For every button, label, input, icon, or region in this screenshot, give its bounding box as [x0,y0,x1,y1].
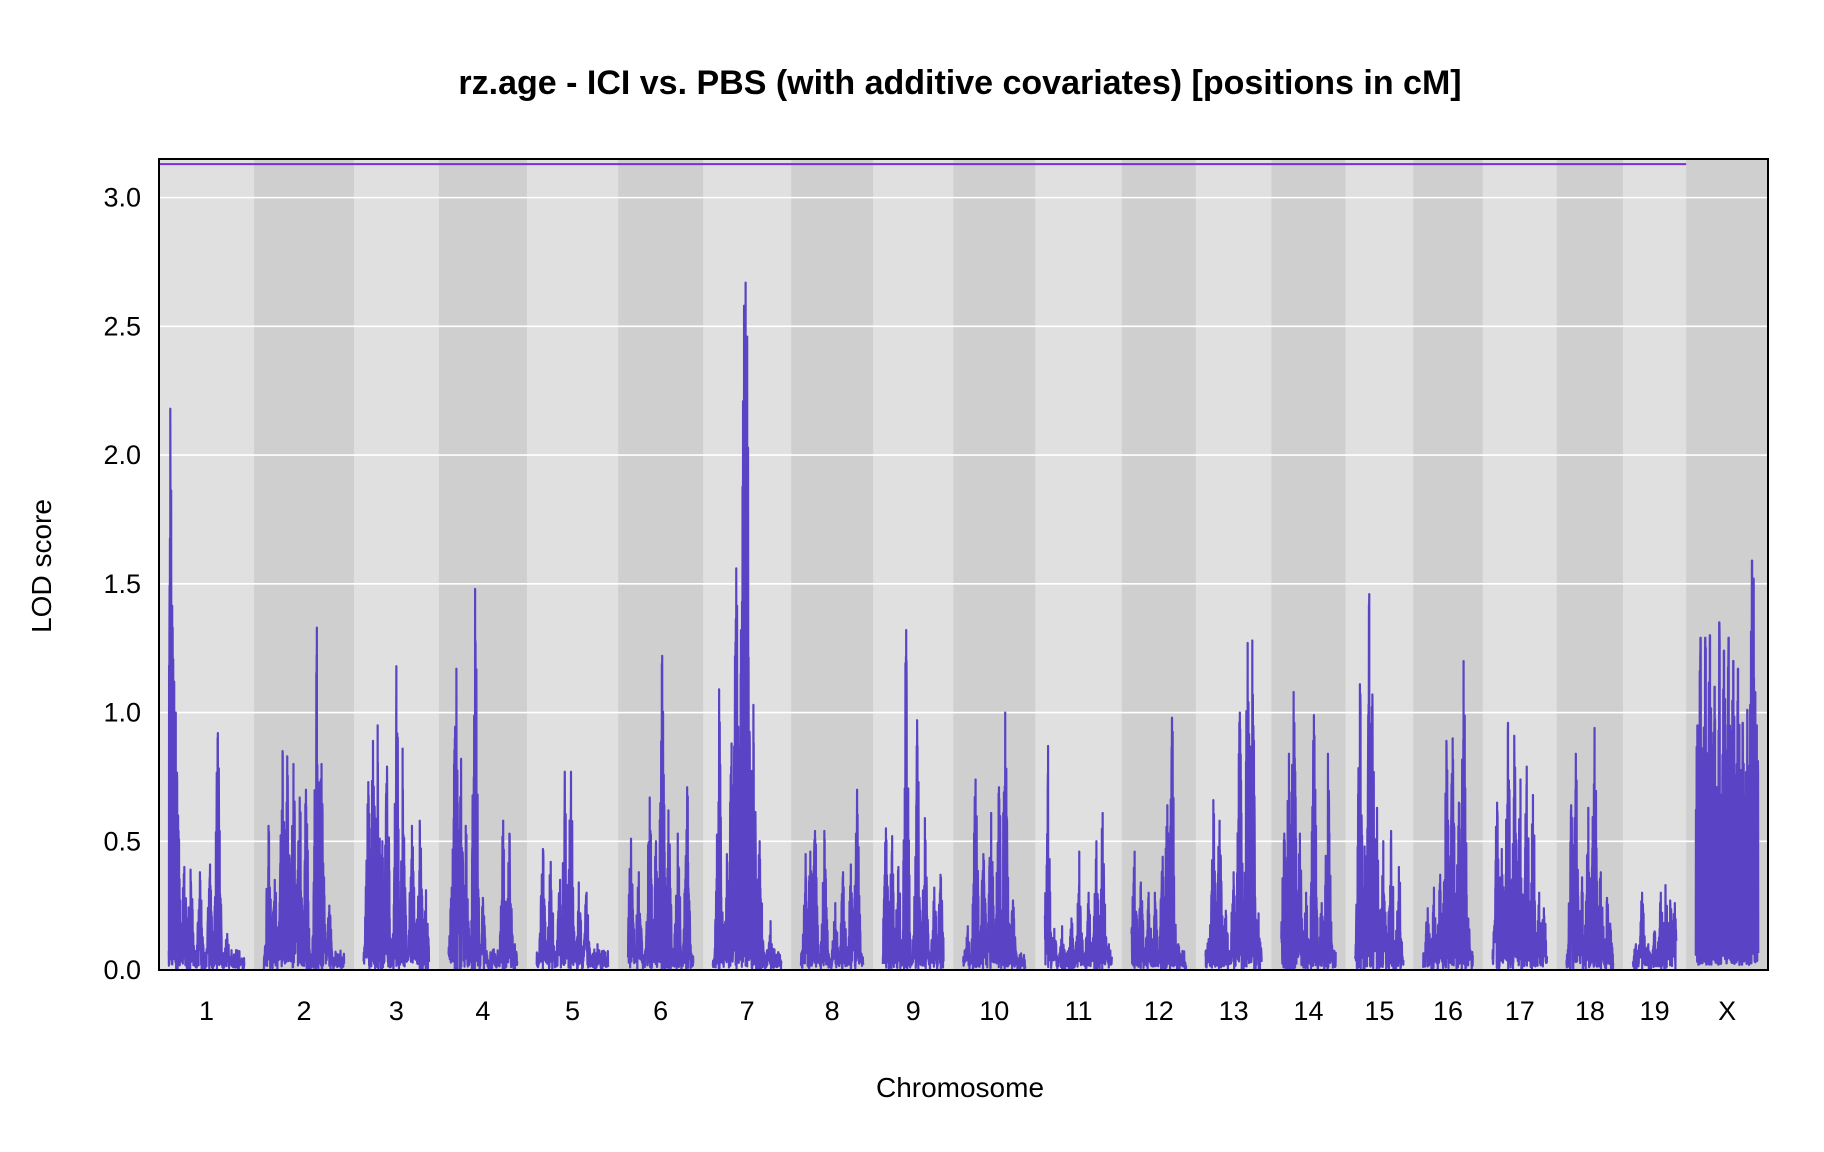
y-tick-label-1.5: 1.5 [103,569,141,599]
lod-line-chr-X [1694,559,1760,967]
lod-line-chr-17 [1491,721,1549,972]
y-tick-label-0.0: 0.0 [103,955,141,985]
x-tick-label-10: 10 [979,996,1009,1026]
x-axis-label: Chromosome [876,1072,1044,1103]
x-tick-label-X: X [1718,996,1736,1026]
lod-line-chr-12 [1130,716,1188,971]
chart-title: rz.age - ICI vs. PBS (with additive cova… [458,64,1461,102]
lod-line-chr-15 [1354,593,1405,971]
lod-line-chr-16 [1421,659,1474,971]
x-tick-label-17: 17 [1505,996,1535,1026]
y-gridlines [159,196,1768,843]
y-tick-label-3.0: 3.0 [103,183,141,213]
y-axis-label: LOD score [26,499,57,633]
x-tick-label-16: 16 [1433,996,1463,1026]
chromosome-band-8 [791,159,874,970]
x-tick-label-2: 2 [296,996,311,1026]
x-tick-label-18: 18 [1575,996,1605,1026]
x-tick-label-7: 7 [740,996,755,1026]
x-axis-ticks: 1 2 3 4 5 6 7 8 9 10 11 12 13 14 15 16 17 18 19 X [199,996,1736,1026]
lod-line-chr-1 [167,407,246,972]
plot-frame [158,158,1769,971]
lod-line-chr-14 [1280,690,1337,972]
x-tick-label-8: 8 [825,996,840,1026]
lod-line-chr-3 [362,665,431,972]
lod-line-chr-9 [881,629,945,971]
x-tick-label-6: 6 [653,996,668,1026]
chromosome-band-11 [1035,159,1123,970]
chromosome-band-15 [1345,159,1414,970]
chromosome-band-12 [1121,159,1197,970]
x-tick-label-3: 3 [389,996,404,1026]
lod-line-chr-5 [535,770,610,971]
lod-line-chr-6 [626,654,695,971]
lod-line-chr-8 [799,788,865,972]
x-tick-label-13: 13 [1219,996,1249,1026]
chromosome-band-4 [438,159,528,970]
x-tick-label-9: 9 [906,996,921,1026]
x-tick-label-19: 19 [1640,996,1670,1026]
x-tick-label-14: 14 [1293,996,1323,1026]
lod-line-chr-4 [447,587,519,972]
y-tick-label-0.5: 0.5 [103,826,141,856]
x-tick-label-1: 1 [199,996,214,1026]
x-tick-label-15: 15 [1364,996,1394,1026]
lod-line-chr-2 [262,626,346,971]
lod-line-chr-10 [962,711,1027,971]
chromosome-band-13 [1195,159,1272,970]
lod-series [167,281,1760,972]
y-tick-label-1.0: 1.0 [103,698,141,728]
x-tick-label-12: 12 [1144,996,1174,1026]
chromosome-band-18 [1556,159,1624,970]
y-tick-label-2.5: 2.5 [103,311,141,341]
chromosome-band-19 [1623,159,1687,970]
lod-line-chr-13 [1204,639,1263,971]
x-tick-label-5: 5 [565,996,580,1026]
lod-line-chr-18 [1565,726,1615,971]
x-tick-label-4: 4 [475,996,490,1026]
chromosome-band-14 [1271,159,1346,970]
x-tick-label-11: 11 [1064,996,1092,1026]
lod-line-chr-11 [1043,744,1113,972]
lod-line-chr-7 [711,281,783,971]
y-tick-label-2.0: 2.0 [103,440,141,470]
chromosome-band-10 [953,159,1036,970]
y-axis-ticks: 0.0 0.5 1.0 1.5 2.0 2.5 3.0 [103,183,141,985]
lod-line-chr-19 [1631,883,1678,971]
